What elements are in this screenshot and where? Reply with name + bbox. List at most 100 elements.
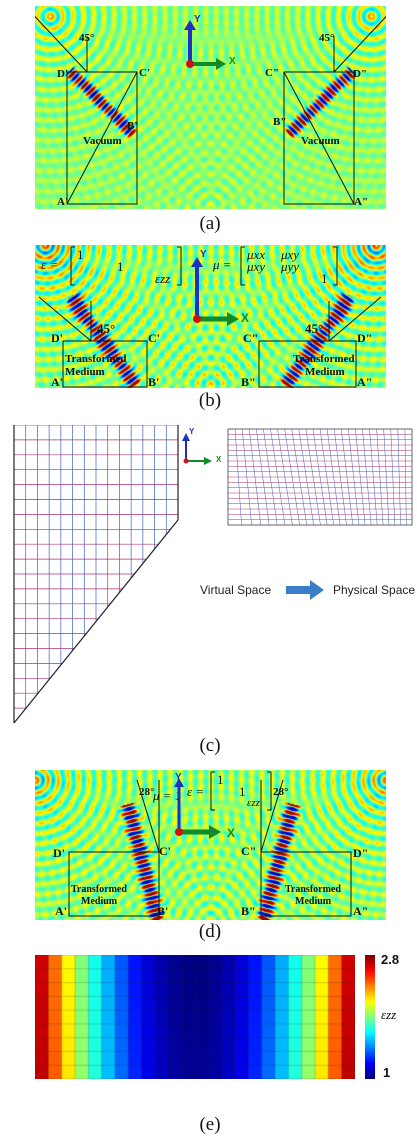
diagonal-right [283,71,355,205]
physical-grid-vline [263,428,278,526]
point-B-dprime: B" [241,375,256,388]
physical-grid-vline [369,428,378,526]
point-C-prime: C' [139,67,150,79]
physical-grid-vline [340,428,354,526]
colorbar [365,955,375,1079]
point-A-dprime: A" [354,196,369,208]
point-B-prime: B' [157,904,169,918]
point-D-prime: D' [57,68,68,80]
physical-grid-vline [355,428,366,526]
physical-grid-vline [390,428,396,526]
virtual-edge-diagonal [13,519,179,724]
point-D-dprime: D" [357,331,373,345]
region-vacuum-left: Vacuum [83,135,122,147]
y-axis-label: Y [175,772,182,783]
y-axis-label: Y [200,249,207,260]
panel-d: 28° 28° μ = 1 ε = 1 1 εzz D' C' A' B' C"… [35,770,386,920]
medium-label-left-1: Transformed [71,884,127,895]
point-A-prime: A' [51,375,63,388]
physical-grid-vline [256,428,270,526]
physical-grid-vline [326,428,341,526]
physical-grid-vline [319,428,334,526]
point-C-dprime: C" [243,331,259,345]
panel-c: Y X Virtual Space Physical Space [0,425,417,725]
eps-11: 1 [77,247,84,262]
eps-22: 1 [117,259,124,274]
mu-eq: μ = 1 [153,788,182,803]
caption-a: (a) [199,213,221,234]
point-B-prime: B' [148,375,160,388]
angle-label-right: 45° [319,32,335,44]
point-C-prime: C' [148,331,160,345]
point-A-prime: A' [55,904,67,918]
physical-grid-vline [404,428,407,526]
angle-label-left: 45° [79,32,95,44]
physical-grid-vline [248,428,261,526]
point-D-prime: D' [51,331,63,345]
vacuum-box-right [283,71,355,205]
panel-b: ε = 1 1 εzz μ = μxx μxy μxy μyy 1 45° 45… [35,245,386,388]
mu-33: 1 [321,271,328,286]
region-vacuum-right: Vacuum [301,135,340,147]
wave-field-a [35,6,386,209]
axes-icon-a [184,20,226,70]
colorbar-max: 2.8 [381,955,400,967]
physical-grid-vline [383,428,390,526]
point-A-prime: A' [57,196,68,208]
physical-space-label: Physical Space [333,583,416,597]
physical-grid-vline [277,428,293,526]
point-D-prime: D' [53,846,65,860]
angle-label-right: 28° [273,786,289,798]
caption-e: (e) [199,1114,221,1135]
mu-12: μxy [281,247,300,262]
panel-b-geometry [38,246,382,388]
physical-grid-vline [270,428,286,526]
point-C-dprime: C" [265,67,280,79]
physical-grid-vline [284,428,300,526]
eps-lhs: ε = [187,784,205,799]
physical-grid-vline [291,428,307,526]
medium-label-right-2: Medium [305,366,345,378]
virtual-space-label: Virtual Space [200,583,272,597]
angle-label-right: 45° [305,321,324,336]
medium-label-left-1: Transformed [65,353,127,365]
medium-label-left-2: Medium [65,366,105,378]
caption-b: (b) [198,390,222,411]
mu-22: μyy [281,259,300,274]
y-axis-label: Y [189,427,195,436]
mu-11: μxx [247,247,266,262]
physical-grid-vline [298,428,314,526]
eps-lhs: ε = [41,257,59,272]
axes-icon-c [182,433,212,465]
epsilon-heatmap [35,955,355,1079]
angle-label-left: 28° [139,786,155,798]
eps-11: 1 [217,772,224,787]
panel-d-geometry [68,771,352,917]
point-A-dprime: A" [357,375,373,388]
caption-d: (d) [198,921,222,942]
physical-grid-vline [333,428,347,526]
eps-33: εzz [155,271,171,286]
colorbar-min: 1 [383,1065,391,1080]
physical-grid-vline [312,428,328,526]
physical-grid-vline [234,428,242,526]
eps-22: 1 [239,784,246,799]
axes-icon-d [174,778,221,839]
point-D-dprime: D" [353,846,369,860]
mu-lhs: μ = [213,257,232,272]
physical-grid-vline [362,428,372,526]
physical-grid-vline [376,428,384,526]
medium-label-right-1: Transformed [285,884,341,895]
caption-c: (c) [199,735,221,756]
x-axis-label: X [227,826,236,840]
medium-label-left-2: Medium [81,896,118,907]
physical-space-frame [227,428,413,526]
point-B-dprime: B" [273,116,287,128]
medium-label-right-1: Transformed [293,353,355,365]
medium-label-right-2: Medium [295,896,332,907]
colorbar-label: εzz [381,1007,397,1022]
point-C-dprime: C" [241,844,257,858]
eps-33: εzz [247,797,260,809]
panel-a: 45° 45° D' C' B' A' C" D" B" A" Vacuum V… [35,6,386,209]
point-B-prime: B' [127,120,138,132]
